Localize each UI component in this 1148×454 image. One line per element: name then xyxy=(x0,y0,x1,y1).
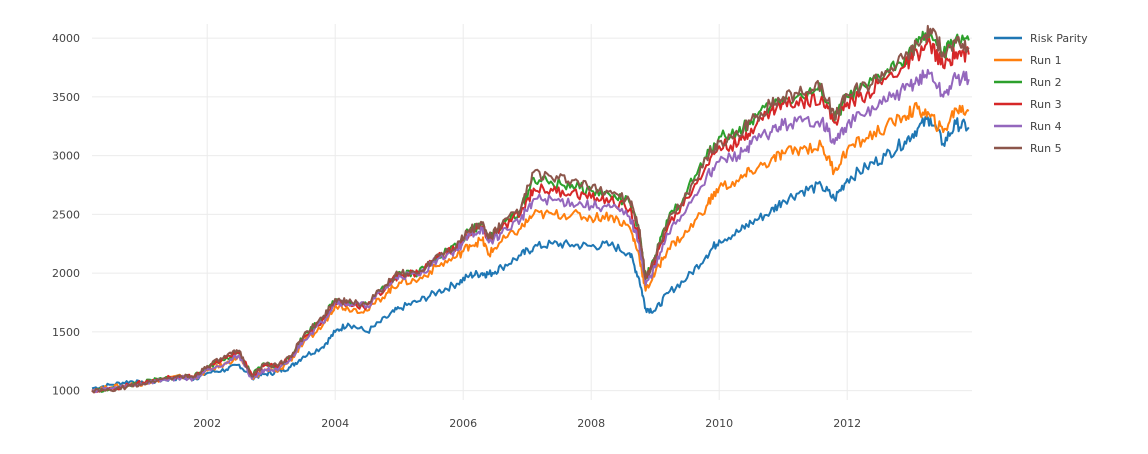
legend-item[interactable]: Run 4 xyxy=(994,120,1062,133)
x-tick-label: 2002 xyxy=(193,417,221,430)
legend-item[interactable]: Run 1 xyxy=(994,54,1062,67)
y-tick-label: 3000 xyxy=(52,150,80,163)
x-tick-label: 2010 xyxy=(705,417,733,430)
series-lines xyxy=(91,24,970,394)
legend-label: Run 4 xyxy=(1030,120,1062,133)
legend-label: Risk Parity xyxy=(1030,32,1088,45)
legend-label: Run 3 xyxy=(1030,98,1062,111)
x-tick-label: 2006 xyxy=(449,417,477,430)
legend-item[interactable]: Risk Parity xyxy=(994,32,1088,45)
legend-label: Run 5 xyxy=(1030,142,1062,155)
y-tick-label: 2500 xyxy=(52,208,80,221)
legend-item[interactable]: Run 2 xyxy=(994,76,1062,89)
legend-item[interactable]: Run 5 xyxy=(994,142,1062,155)
grid-lines xyxy=(92,24,972,400)
axis-tick-labels: 1000 1500 2000 2500 3000 3500 4000 2002 2004 2006… xyxy=(52,32,861,430)
y-tick-label: 3500 xyxy=(52,91,80,104)
y-tick-label: 1500 xyxy=(52,326,80,339)
x-tick-label: 2012 xyxy=(833,417,861,430)
legend-label: Run 1 xyxy=(1030,54,1062,67)
x-tick-label: 2008 xyxy=(577,417,605,430)
x-tick-label: 2004 xyxy=(321,417,349,430)
series-line xyxy=(91,24,970,394)
legend-item[interactable]: Run 3 xyxy=(994,98,1062,111)
series-line xyxy=(91,68,970,394)
y-tick-label: 4000 xyxy=(52,32,80,45)
series-line xyxy=(91,37,970,394)
legend[interactable]: Risk Parity Run 1 Run 2 Run 3 Run 4 Run 5 xyxy=(994,32,1088,155)
legend-label: Run 2 xyxy=(1030,76,1062,89)
series-line xyxy=(91,101,970,393)
y-tick-label: 1000 xyxy=(52,385,80,398)
series-line xyxy=(91,116,970,390)
series-line xyxy=(91,29,970,393)
y-tick-label: 2000 xyxy=(52,267,80,280)
